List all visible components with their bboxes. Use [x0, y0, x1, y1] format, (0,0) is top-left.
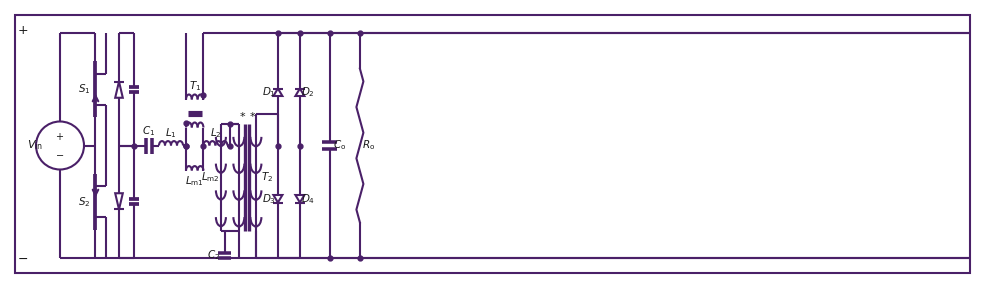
Text: $S_1$: $S_1$	[78, 82, 90, 96]
Text: $S_2$: $S_2$	[78, 195, 90, 209]
Text: $C_1$: $C_1$	[142, 125, 156, 139]
Circle shape	[36, 122, 84, 170]
Text: *: *	[250, 112, 255, 122]
Text: $+$: $+$	[55, 132, 65, 143]
Text: $T_1$: $T_1$	[189, 79, 201, 93]
Text: $C_{\rm o}$: $C_{\rm o}$	[333, 139, 347, 152]
Text: $L_2$: $L_2$	[210, 127, 221, 141]
Text: $R_{\rm o}$: $R_{\rm o}$	[362, 139, 376, 152]
Text: $D_2$: $D_2$	[301, 85, 315, 99]
Text: $V_{\rm in}$: $V_{\rm in}$	[27, 139, 43, 152]
Text: $-$: $-$	[55, 149, 65, 158]
Text: $D_1$: $D_1$	[262, 85, 276, 99]
Text: $L_{\rm m2}$: $L_{\rm m2}$	[201, 170, 219, 184]
Text: $T_2$: $T_2$	[261, 170, 273, 184]
Text: $-$: $-$	[17, 251, 29, 264]
Text: $C_2$: $C_2$	[207, 249, 220, 262]
Text: $L_{\rm m1}$: $L_{\rm m1}$	[185, 175, 204, 188]
Text: $D_3$: $D_3$	[262, 192, 276, 206]
Text: $L_1$: $L_1$	[165, 127, 177, 141]
Text: $+$: $+$	[17, 24, 29, 37]
Text: $D_4$: $D_4$	[301, 192, 315, 206]
Text: *: *	[239, 112, 245, 122]
Bar	[15, 15, 970, 273]
